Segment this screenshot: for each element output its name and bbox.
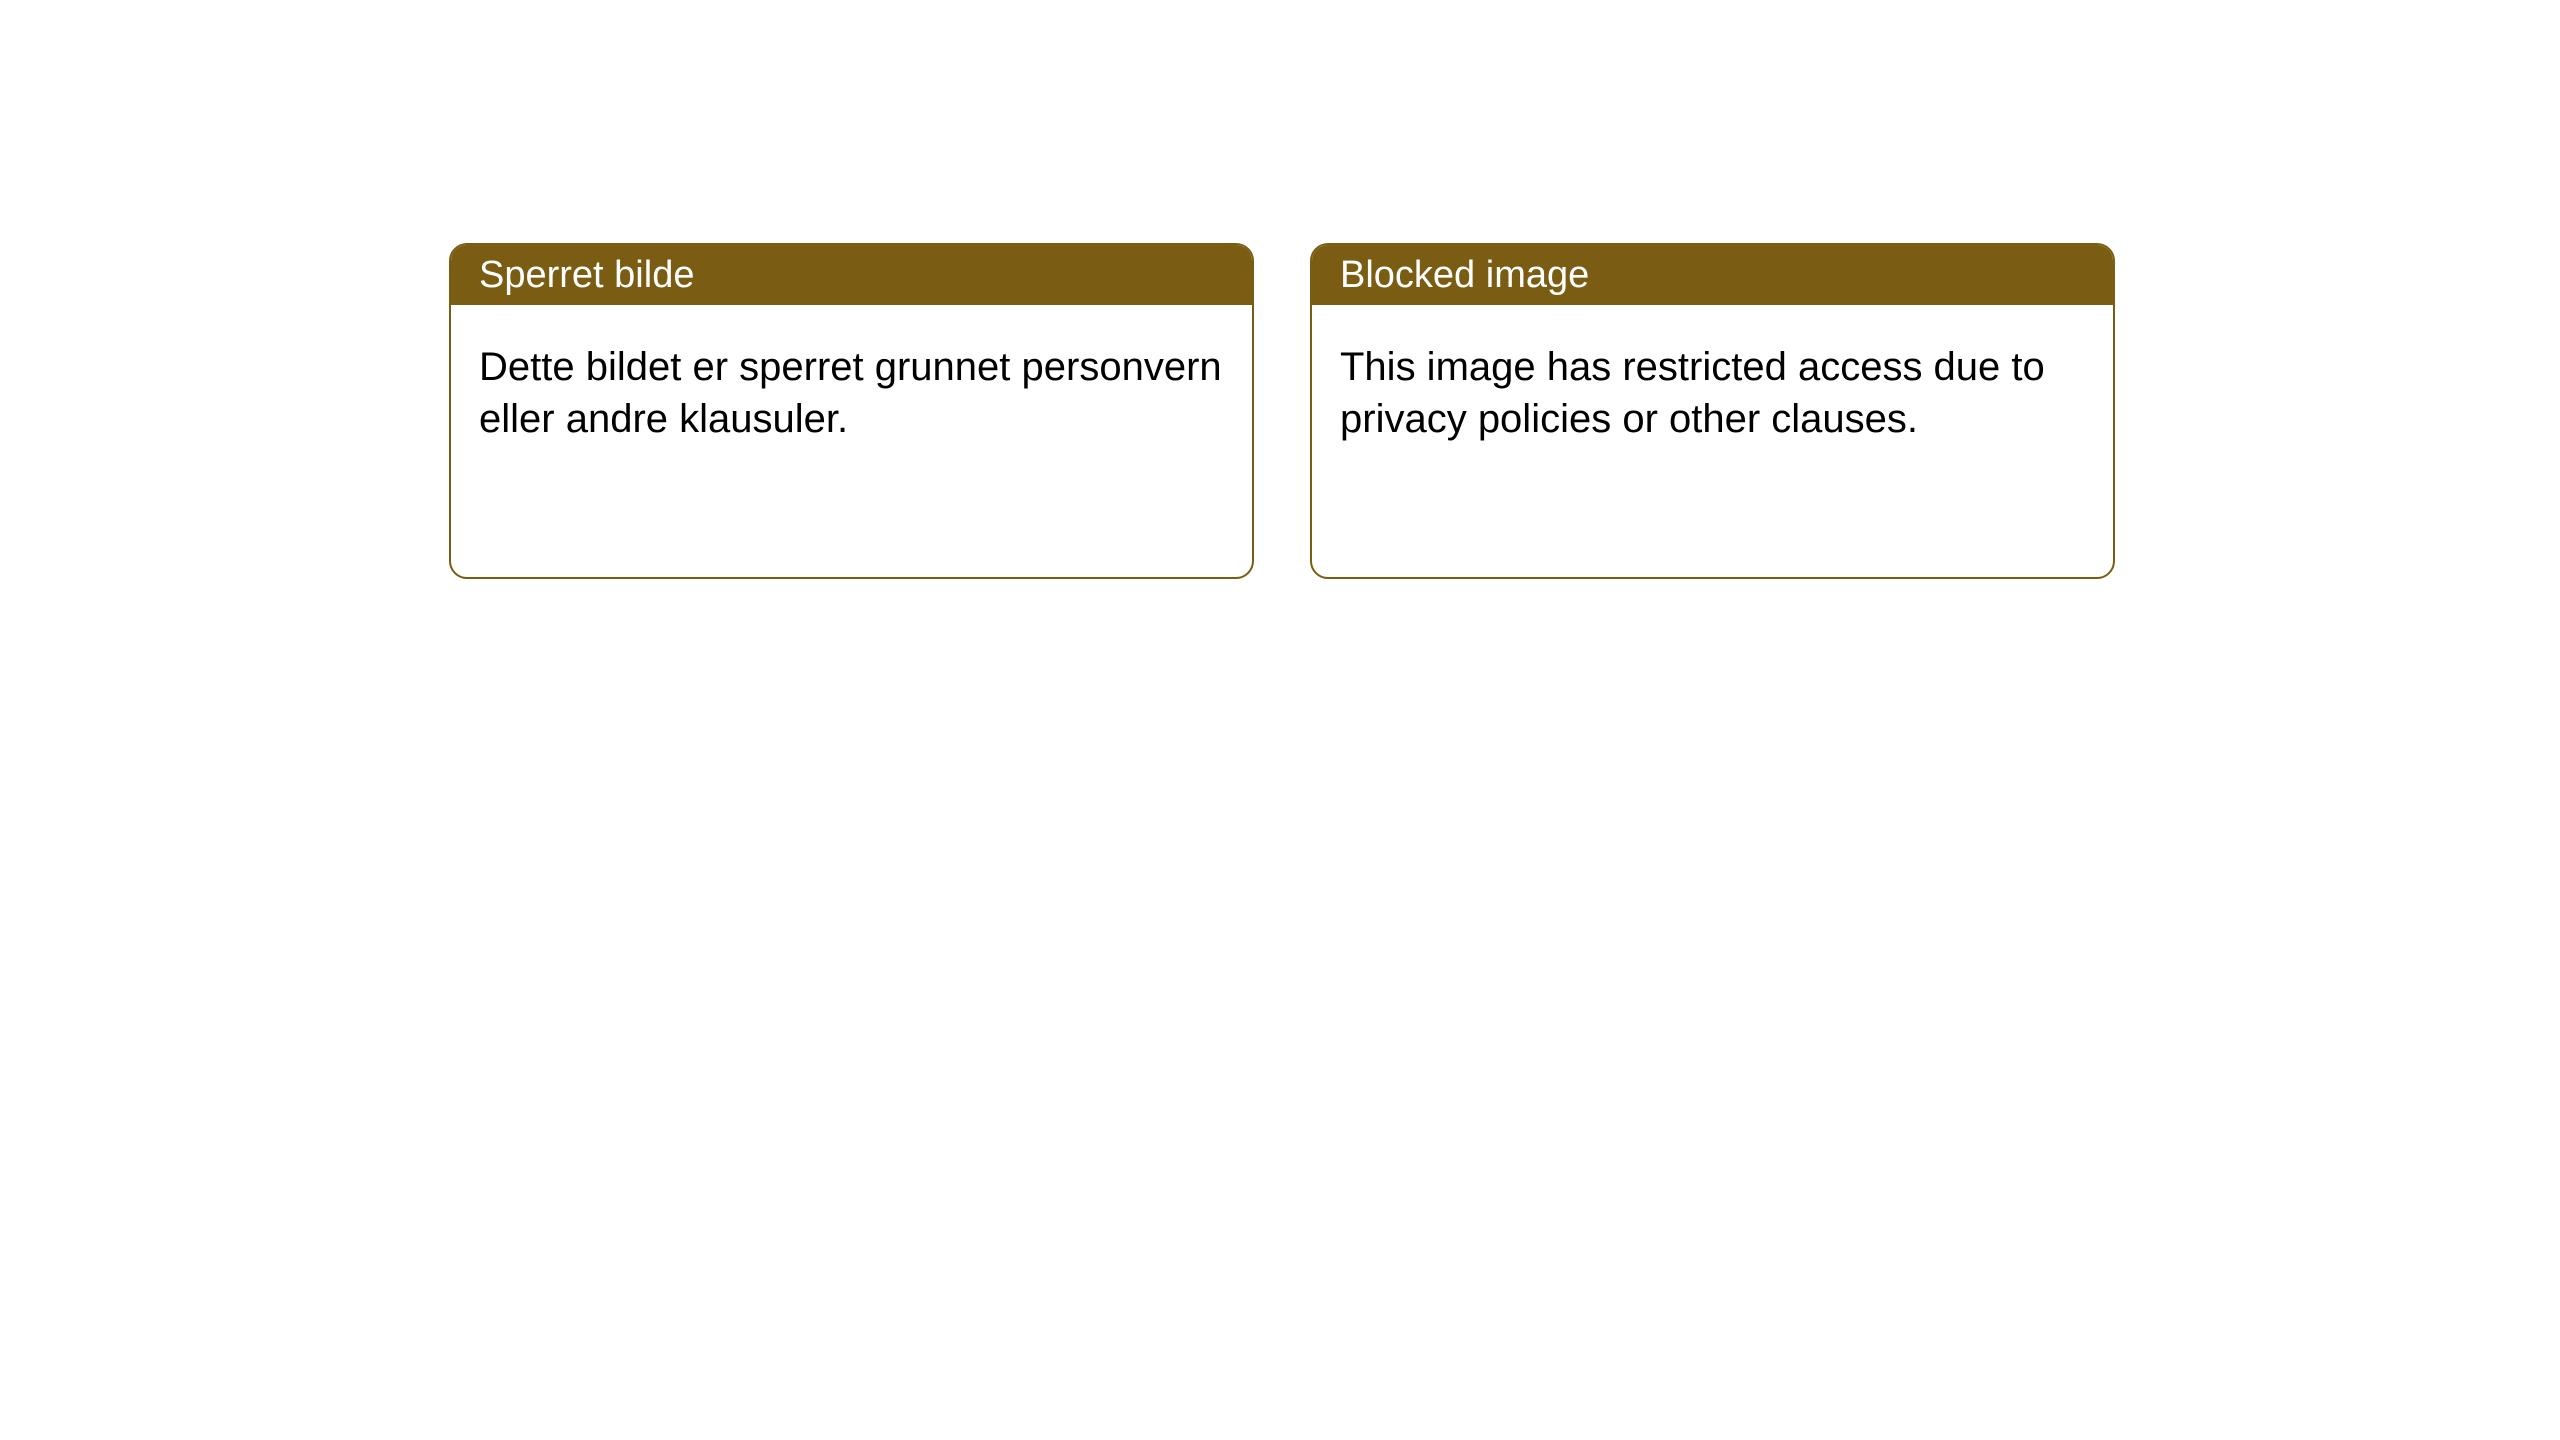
notice-body-text: Dette bildet er sperret grunnet personve…	[479, 345, 1222, 441]
notice-body-norwegian: Dette bildet er sperret grunnet personve…	[451, 305, 1252, 481]
notice-header-norwegian: Sperret bilde	[451, 245, 1252, 305]
notice-card-english: Blocked image This image has restricted …	[1310, 243, 2115, 579]
notice-card-norwegian: Sperret bilde Dette bildet er sperret gr…	[449, 243, 1254, 579]
notice-header-text: Sperret bilde	[479, 254, 694, 297]
notice-header-english: Blocked image	[1312, 245, 2113, 305]
notice-container: Sperret bilde Dette bildet er sperret gr…	[449, 243, 2115, 579]
notice-body-text: This image has restricted access due to …	[1340, 345, 2045, 441]
notice-body-english: This image has restricted access due to …	[1312, 305, 2113, 481]
notice-header-text: Blocked image	[1340, 254, 1589, 297]
